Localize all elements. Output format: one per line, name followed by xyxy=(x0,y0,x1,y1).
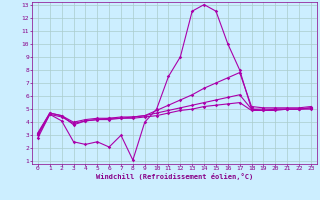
X-axis label: Windchill (Refroidissement éolien,°C): Windchill (Refroidissement éolien,°C) xyxy=(96,173,253,180)
